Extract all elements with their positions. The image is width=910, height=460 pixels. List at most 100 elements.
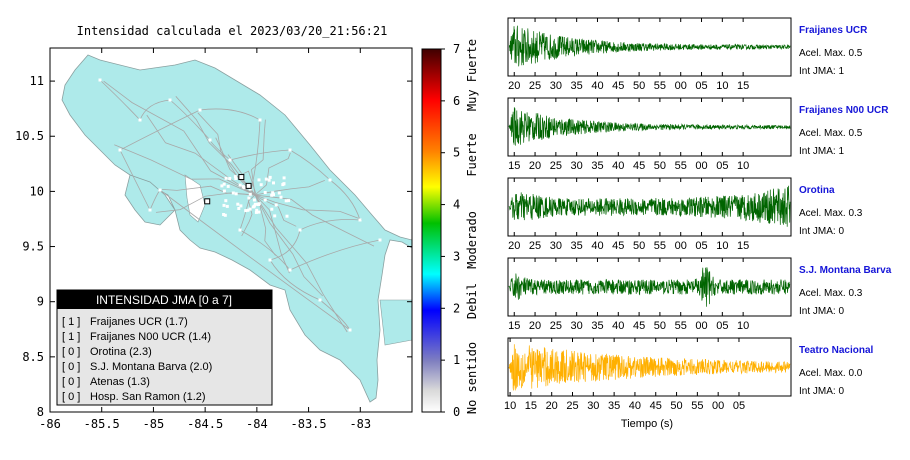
- town-dot: [271, 191, 275, 195]
- station-markers: [204, 174, 252, 205]
- town-dot: [228, 158, 232, 162]
- town-dot: [378, 238, 382, 242]
- trace-tick-label: 30: [550, 240, 562, 252]
- trace-tick-label: 20: [529, 320, 541, 332]
- town-dot: [270, 193, 274, 197]
- trace-tick-label: 45: [612, 240, 624, 252]
- trace-tick-label: 10: [504, 400, 516, 412]
- colorbar-tick-label: 6: [453, 94, 460, 108]
- trace-tick-label: 25: [566, 400, 578, 412]
- time-axis-label: Tiempo (s): [621, 418, 673, 430]
- legend-item-label: Fraijanes UCR (1.7): [90, 316, 188, 328]
- map-frame: [49, 47, 413, 413]
- colorbar-label-muy-fuerte: Muy Fuerte: [465, 39, 479, 111]
- town-dot: [257, 210, 261, 214]
- trace-tick-label: 40: [591, 80, 603, 92]
- town-dot: [254, 210, 258, 214]
- town-dot: [263, 191, 267, 194]
- trace-tick-label: 20: [508, 80, 520, 92]
- trace-tick-label: 35: [608, 400, 620, 412]
- panama-strip: [379, 299, 413, 346]
- town-dot: [287, 199, 291, 203]
- road: [241, 194, 256, 237]
- town-markers: [98, 78, 382, 332]
- trace-tick-label: 50: [654, 320, 666, 332]
- colorbar-label-debil: Debil: [465, 283, 479, 319]
- station-name: S.J. Montana Barva: [799, 265, 892, 276]
- colorbar-label-fuerte: Fuerte: [465, 133, 479, 176]
- int-jma: Int JMA: 0: [799, 226, 844, 237]
- trace-tick-label: 35: [571, 240, 583, 252]
- map-title: Intensidad calculada el 2023/03/20_21:56…: [77, 24, 388, 38]
- trace-tick-label: 10: [716, 240, 728, 252]
- road: [99, 79, 141, 121]
- legend-item-level: [ 1 ]: [62, 331, 80, 343]
- map-y-tick-label: 9.5: [22, 240, 44, 254]
- map-y-tick-label: 8: [37, 405, 44, 419]
- intensity-legend: INTENSIDAD JMA [0 a 7] [ 1 ] Fraijanes UC…: [56, 289, 273, 406]
- town-dot: [259, 183, 263, 187]
- trace-tick-label: 05: [733, 400, 745, 412]
- town-dot: [251, 205, 255, 209]
- trace-tick-label: 50: [633, 80, 645, 92]
- colorbar-tick-label: 5: [453, 146, 460, 160]
- trace-tick-label: 20: [546, 400, 558, 412]
- waveform: [508, 267, 791, 307]
- town-dot: [220, 184, 224, 188]
- town-dot: [244, 209, 248, 213]
- map-x-tick-label: -86: [39, 417, 61, 431]
- town-dot: [298, 228, 302, 232]
- legend-item-level: [ 1 ]: [62, 316, 80, 328]
- accel-max: Acel. Max. 0.0: [799, 368, 863, 379]
- road: [254, 194, 362, 220]
- road: [254, 194, 290, 274]
- legend-item-label: Atenas (1.3): [90, 376, 150, 388]
- town-dot: [222, 189, 226, 193]
- trace-tick-label: 40: [612, 320, 624, 332]
- town-dot: [239, 204, 243, 208]
- trace-tick-label: 50: [670, 400, 682, 412]
- colorbar-label-no-sentido: No sentido: [465, 342, 479, 414]
- accel-max: Acel. Max. 0.5: [799, 128, 863, 139]
- legend-item-label: S.J. Montana Barva (2.0): [90, 361, 212, 373]
- road: [329, 179, 361, 221]
- trace-tick-label: 40: [629, 400, 641, 412]
- town-dot: [234, 177, 238, 180]
- map-x-tick-label: -83.5: [291, 417, 327, 431]
- trace-tick-label: 00: [675, 240, 687, 252]
- road: [254, 194, 375, 247]
- trace-tick-label: 25: [529, 80, 541, 92]
- int-jma: Int JMA: 1: [799, 146, 844, 157]
- trace-tick-label: 15: [525, 400, 537, 412]
- seismogram-panels: 20 25 30 35 40 45 50 55 00 05 10 15 Fraijanes UCR Ace…: [504, 17, 892, 412]
- town-dot: [273, 214, 277, 218]
- town-dot: [233, 175, 237, 179]
- road: [239, 229, 291, 271]
- map-y-tick-label: 9: [37, 295, 44, 309]
- town-dot: [222, 203, 226, 207]
- trace-tick-label: 45: [650, 400, 662, 412]
- road: [155, 192, 256, 213]
- town-dot: [288, 148, 292, 152]
- legend-title: INTENSIDAD JMA [0 a 7]: [96, 293, 232, 307]
- town-dot: [268, 258, 272, 262]
- int-jma: Int JMA: 1: [799, 66, 844, 77]
- town-dot: [224, 176, 228, 180]
- town-dot: [198, 108, 202, 112]
- station-name: Fraijanes N00 UCR: [799, 105, 889, 116]
- town-dot: [118, 148, 122, 152]
- town-dot: [264, 177, 268, 181]
- legend-item-label: Fraijanes N00 UCR (1.4): [90, 331, 211, 343]
- trace-tick-label: 55: [675, 160, 687, 172]
- colorbar-tick-label: 7: [453, 42, 460, 56]
- station-name: Teatro Nacional: [799, 345, 873, 356]
- trace-tick-label: 25: [529, 240, 541, 252]
- town-dot: [284, 199, 288, 203]
- town-dot: [236, 202, 240, 206]
- town-dot: [267, 178, 271, 182]
- town-dot: [268, 175, 272, 179]
- town-dot: [258, 118, 262, 122]
- town-dot: [279, 195, 283, 199]
- trace-tick-label: 00: [675, 80, 687, 92]
- town-dot: [224, 199, 228, 203]
